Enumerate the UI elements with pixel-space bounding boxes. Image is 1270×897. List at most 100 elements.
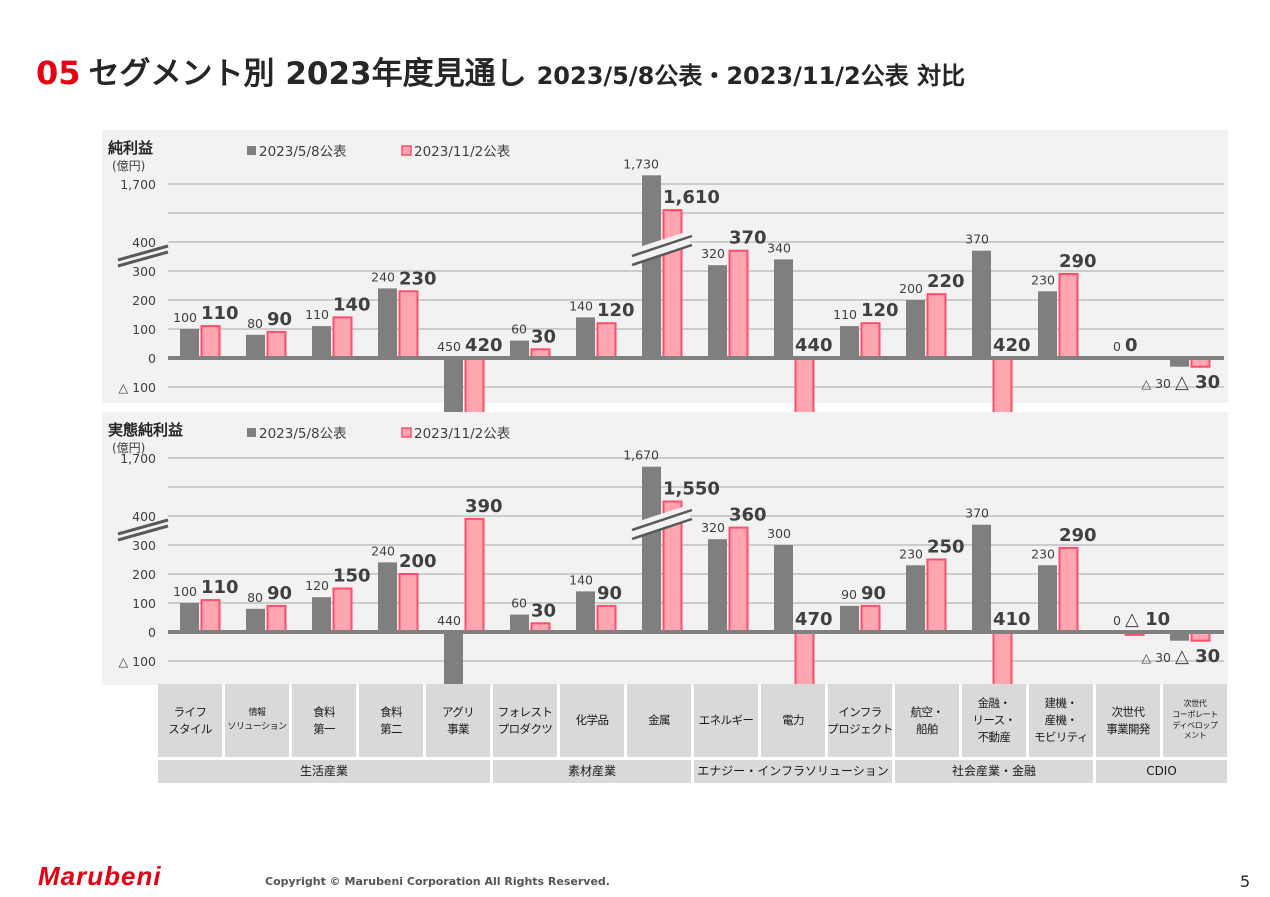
- legend-label-1: 2023/5/8公表: [259, 144, 347, 160]
- bar-series-2: [1058, 272, 1079, 359]
- data-label-series-1: 110: [833, 307, 857, 322]
- data-label-series-2: 90: [267, 309, 292, 330]
- data-label-series-2: 440: [795, 335, 833, 356]
- data-label-series-2: 470: [795, 609, 833, 630]
- data-label-series-1: 0: [1113, 613, 1121, 628]
- data-label-series-1: 230: [899, 546, 923, 561]
- data-label-series-1: 200: [899, 281, 923, 296]
- data-label-series-2: △ 30: [1175, 372, 1220, 393]
- bar-series-1: [312, 326, 331, 358]
- data-label-series-2: 150: [333, 566, 371, 587]
- y-tick-label: 1,700: [120, 177, 156, 192]
- data-label-series-2: △ 10: [1125, 609, 1170, 630]
- data-label-series-1: 100: [173, 310, 197, 325]
- bar-series-1: [444, 632, 463, 700]
- data-label-series-2: 0: [1125, 335, 1138, 356]
- segment-cell: 金属: [627, 684, 691, 757]
- bar-series-1: [378, 562, 397, 632]
- data-label-series-1: 320: [701, 520, 725, 535]
- page-title: 05 セグメント別 2023年度見通し 2023/5/8公表・2023/11/2公表…: [36, 48, 965, 93]
- data-label-series-2: 290: [1059, 251, 1097, 272]
- bar-series-1: [180, 603, 199, 632]
- data-label-series-1: 240: [371, 269, 395, 284]
- y-tick-label: 200: [132, 293, 156, 308]
- bar-series-1: [180, 329, 199, 358]
- data-label-series-1: 300: [767, 526, 791, 541]
- y-tick-label: 0: [148, 351, 156, 366]
- bar-break-mark: [631, 243, 693, 267]
- data-label-series-2: 120: [861, 300, 899, 321]
- data-label-series-1: 60: [511, 322, 527, 337]
- bar-series-2: [332, 587, 353, 633]
- bar-series-2: [596, 322, 617, 360]
- y-tick-label: 100: [132, 596, 156, 611]
- bar-series-1: [246, 608, 265, 632]
- data-label-series-1: 230: [1031, 272, 1055, 287]
- bar-series-1: [708, 265, 727, 358]
- bar-break-mark: [631, 508, 693, 532]
- group-cell: エナジー・インフラソリューション: [694, 760, 892, 783]
- segment-cell: エネルギー: [694, 684, 758, 757]
- segment-cell: 次世代 コーポレート ディベロップ メント: [1163, 684, 1227, 757]
- section-number: 05: [36, 54, 81, 92]
- segment-cell: 航空・ 船舶: [895, 684, 959, 757]
- data-label-series-1: 240: [371, 543, 395, 558]
- data-label-series-2: 90: [267, 583, 292, 604]
- bar-series-1: [510, 340, 529, 358]
- bar-series-1: [378, 288, 397, 358]
- data-label-series-2: 220: [927, 271, 965, 292]
- segment-cell: 食料 第二: [359, 684, 423, 757]
- legend-swatch-2: [401, 145, 412, 156]
- data-label-series-1: 1,670: [623, 448, 659, 463]
- bar-series-2: [596, 604, 617, 634]
- axis-break-mark: [117, 244, 169, 262]
- y-tick-label: △ 100: [119, 380, 156, 395]
- segment-cell: 食料 第一: [292, 684, 356, 757]
- marubeni-logo: Marubeni: [38, 861, 162, 891]
- data-label-series-1: 80: [247, 590, 263, 605]
- bar-series-1: [972, 250, 991, 358]
- bar-series-1: [1038, 291, 1057, 358]
- title-sub: 2023/5/8公表・2023/11/2公表 対比: [536, 62, 966, 90]
- axis-break-mark: [117, 524, 169, 542]
- group-cell: CDIO: [1096, 760, 1227, 783]
- y-tick-label: 400: [132, 235, 156, 250]
- segment-cell: 情報 ソリューション: [225, 684, 289, 757]
- bar-series-1: [642, 466, 661, 632]
- data-label-series-1: 60: [511, 596, 527, 611]
- y-tick-label: 1,700: [120, 451, 156, 466]
- bar-series-2: [200, 599, 221, 633]
- data-label-series-2: 110: [201, 303, 239, 324]
- data-label-series-2: 140: [333, 294, 371, 315]
- data-label-series-2: 1,550: [663, 479, 720, 500]
- legend-label-2: 2023/11/2公表: [414, 144, 511, 160]
- data-label-series-1: △ 30: [1142, 650, 1172, 665]
- data-label-series-2: 90: [597, 583, 622, 604]
- bar-series-2: [266, 330, 287, 359]
- segment-cell: インフラ プロジェクト: [827, 684, 893, 757]
- axis-break-mark: [117, 518, 169, 536]
- bar-series-2: [1058, 546, 1079, 634]
- data-label-series-2: 90: [861, 583, 886, 604]
- bar-series-2: [662, 209, 683, 359]
- bar-series-2: [398, 290, 419, 359]
- legend-swatch-1: [247, 428, 256, 437]
- bar-series-2: [728, 526, 749, 633]
- data-label-series-1: 370: [965, 232, 989, 247]
- data-label-series-1: 120: [305, 578, 329, 593]
- bar-series-2: [728, 249, 749, 359]
- data-label-series-2: 360: [729, 505, 767, 526]
- segment-cell: 金融・ リース・ 不動産: [962, 684, 1026, 757]
- legend-swatch-2: [401, 427, 412, 438]
- legend-swatch-1: [247, 146, 256, 155]
- data-label-series-2: 200: [399, 551, 437, 572]
- data-label-series-1: 100: [173, 584, 197, 599]
- legend-label-1: 2023/5/8公表: [259, 426, 347, 442]
- group-cell: 生活産業: [158, 760, 490, 783]
- data-label-series-2: 390: [465, 496, 503, 517]
- bar-series-1: [972, 524, 991, 632]
- bar-break-mark: [631, 517, 693, 541]
- chart-title: 実態純利益: [108, 421, 183, 439]
- bar-series-2: [398, 573, 419, 633]
- bar-series-1: [1170, 358, 1189, 367]
